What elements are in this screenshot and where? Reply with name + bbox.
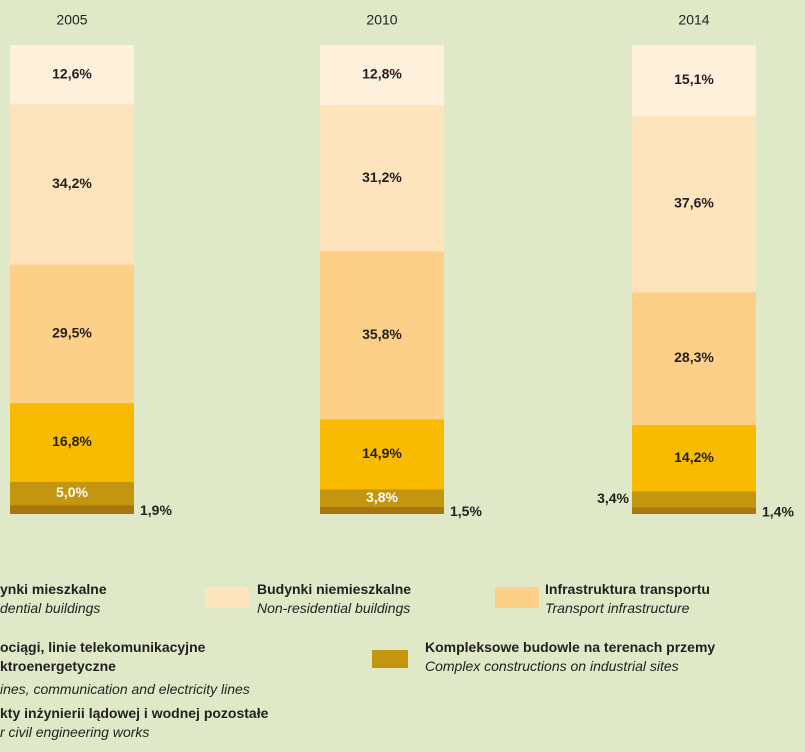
bar-segment <box>632 491 756 508</box>
bar-segment <box>320 251 444 420</box>
legend-label: Infrastruktura transportu <box>545 581 710 597</box>
legend-item: Kompleksowe budowle na terenach przemy Co… <box>425 638 715 676</box>
bar-segment <box>632 292 756 425</box>
bar-segment <box>320 45 444 106</box>
data-label: 37,6% <box>674 195 714 211</box>
bar-segment <box>632 424 756 492</box>
data-label: 28,3% <box>674 349 714 365</box>
legend-sublabel: r civil engineering works <box>0 724 150 740</box>
legend-label: Budynki niemieszkalne <box>257 581 412 597</box>
data-label: 1,5% <box>450 503 482 519</box>
data-label: 29,5% <box>52 324 92 340</box>
bar-segment <box>10 402 134 482</box>
bar-segment <box>10 45 134 105</box>
bar-segment <box>10 481 134 506</box>
data-label: 12,8% <box>362 66 402 82</box>
x-tick-label: 2005 <box>56 12 87 28</box>
bar-segment <box>320 506 444 514</box>
x-tick-label: 2010 <box>366 12 397 28</box>
bar-segment <box>10 104 134 265</box>
data-label: 5,0% <box>56 484 88 500</box>
legend-item: kty inżynierii lądowej i wodnej pozostał… <box>0 704 268 742</box>
bar-segment <box>10 505 134 514</box>
legend-item: Budynki niemieszkalne Non-residential bui… <box>257 580 411 618</box>
bar-segment <box>320 105 444 252</box>
data-label: 14,9% <box>362 445 402 461</box>
legend-sublabel: Non-residential buildings <box>257 600 411 616</box>
data-label: 12,6% <box>52 65 92 81</box>
data-label: 1,4% <box>762 503 794 519</box>
legend-sublabel: ines, communication and electricity line… <box>0 681 250 697</box>
data-label: 3,4% <box>597 490 629 506</box>
x-tick-label: 2014 <box>678 12 709 28</box>
bar-segment <box>632 507 756 514</box>
data-label: 16,8% <box>52 433 92 449</box>
legend-swatch <box>495 587 539 608</box>
data-label: 35,8% <box>362 326 402 342</box>
legend-item: ociągi, linie telekomunikacyjne ktroener… <box>0 638 262 699</box>
legend-sublabel: Complex constructions on industrial site… <box>425 658 679 674</box>
legend-label: kty inżynierii lądowej i wodnej pozostał… <box>0 705 269 721</box>
legend-label: ynki mieszkalne <box>0 581 107 597</box>
bar-segment <box>320 419 444 490</box>
data-label: 1,9% <box>140 502 172 518</box>
bar-segment <box>632 115 756 293</box>
legend-swatch <box>205 587 249 608</box>
bar-segment <box>320 489 444 507</box>
chart: 2005 1,9% 5,0% 16,8% 29,5% 34,2% 12,6% 2010 1,5%… <box>10 12 794 519</box>
bar-segment <box>632 45 756 116</box>
data-label: 31,2% <box>362 169 402 185</box>
data-label: 3,8% <box>366 489 398 505</box>
bar-segment <box>10 264 134 403</box>
legend-sublabel: Transport infrastructure <box>545 600 690 616</box>
legend-swatch <box>372 650 408 668</box>
legend-label: Kompleksowe budowle na terenach przemy <box>425 639 716 655</box>
data-label: 14,2% <box>674 449 714 465</box>
data-label: 15,1% <box>674 71 714 87</box>
legend-label: ociągi, linie telekomunikacyjne ktroener… <box>0 639 206 674</box>
legend-sublabel: dential buildings <box>0 600 101 616</box>
legend-item: Infrastruktura transportu Transport infra… <box>545 580 710 618</box>
data-label: 34,2% <box>52 175 92 191</box>
legend-item: ynki mieszkalne dential buildings <box>0 580 107 618</box>
